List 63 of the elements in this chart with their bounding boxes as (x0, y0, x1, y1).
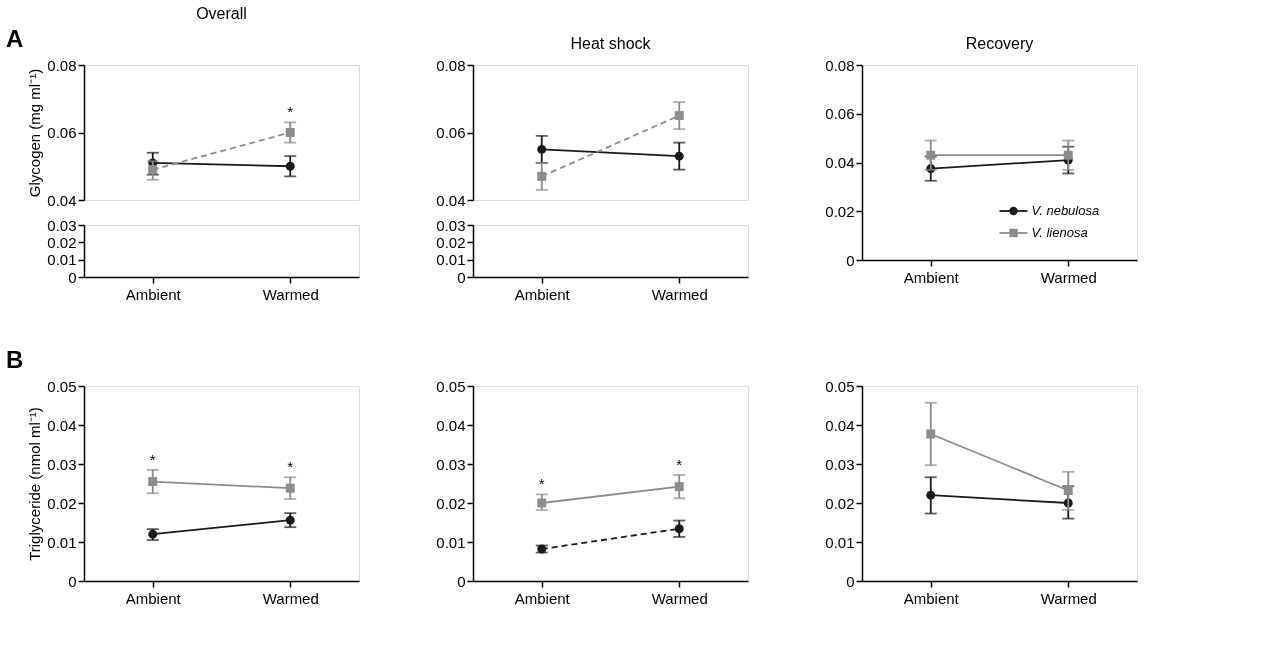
y-tick-label: 0.05 (436, 377, 466, 395)
x-tick-label: Ambient (514, 285, 571, 303)
y-tick-label: 0.08 (825, 56, 855, 74)
y-tick-label: 0.03 (825, 455, 855, 473)
y-tick-label: 0.04 (47, 416, 77, 434)
y-tick-label: 0 (846, 572, 855, 590)
y-tick-label: 0 (457, 268, 466, 286)
y-axis-title: Glycogen (mg ml⁻¹) (26, 68, 44, 198)
chart-title: Recovery (965, 35, 1034, 52)
y-tick-label: 0.06 (436, 124, 466, 141)
y-tick-label: 0.03 (47, 216, 77, 234)
y-tick-label: 0.02 (47, 494, 77, 512)
text: A (6, 25, 24, 52)
y-tick-label: 0.02 (436, 233, 466, 251)
x-tick-label: Warmed (262, 285, 319, 303)
x-tick-label: Warmed (651, 589, 708, 607)
y-tick-label: 0.02 (436, 494, 466, 512)
y-tick-label: 0.03 (47, 455, 77, 473)
y-axis-title: Triglyceride (nmol ml⁻¹) (26, 407, 44, 561)
chart-title: Overall (196, 5, 247, 22)
y-tick-label: 0.01 (436, 533, 466, 551)
annotation: * (287, 458, 294, 476)
y-tick-label: 0.04 (825, 154, 855, 171)
y-tick-label: 0.05 (825, 377, 855, 395)
y-tick-label: 0.06 (825, 105, 855, 123)
y-tick-label: 0.02 (825, 494, 855, 512)
annotation: * (538, 475, 545, 493)
y-tick-label: 0.01 (436, 251, 466, 269)
y-tick-label: 0.02 (825, 202, 855, 220)
x-tick-label: Ambient (125, 285, 182, 303)
x-tick-label: Warmed (262, 589, 319, 607)
x-tick-label: Warmed (1040, 268, 1097, 286)
y-tick-label: 0 (68, 268, 77, 286)
y-tick-label: 0.04 (436, 191, 466, 209)
y-tick-label: 0.02 (47, 233, 77, 251)
y-tick-label: 0.08 (47, 56, 77, 74)
annotation: * (287, 103, 294, 121)
annotation: * (149, 450, 156, 468)
y-tick-label: 0 (846, 251, 855, 269)
y-tick-label: 0.01 (47, 251, 77, 269)
y-tick-label: 0.03 (436, 216, 466, 234)
y-tick-label: 0 (68, 572, 77, 590)
x-tick-label: Ambient (903, 268, 960, 286)
x-tick-label: Ambient (903, 589, 960, 607)
y-tick-label: 0.01 (47, 533, 77, 551)
legend-label: V. lienosa (1031, 225, 1088, 240)
chart-title: Heat shock (570, 35, 652, 52)
y-tick-label: 0.05 (47, 377, 77, 395)
y-tick-label: 0.03 (436, 455, 466, 473)
y-tick-label: 0.08 (436, 56, 466, 74)
x-tick-label: Warmed (1040, 589, 1097, 607)
y-tick-label: 0 (457, 572, 466, 590)
y-tick-label: 0.06 (47, 124, 77, 141)
x-tick-label: Ambient (514, 589, 571, 607)
x-tick-label: Warmed (651, 285, 708, 303)
annotation: * (676, 455, 683, 473)
y-tick-label: 0.04 (47, 191, 77, 209)
y-tick-label: 0.04 (436, 416, 466, 434)
x-tick-label: Ambient (125, 589, 182, 607)
legend-label: V. nebulosa (1031, 203, 1100, 218)
y-tick-label: 0.01 (825, 533, 855, 551)
y-tick-label: 0.04 (825, 416, 855, 434)
text: B (6, 346, 24, 373)
